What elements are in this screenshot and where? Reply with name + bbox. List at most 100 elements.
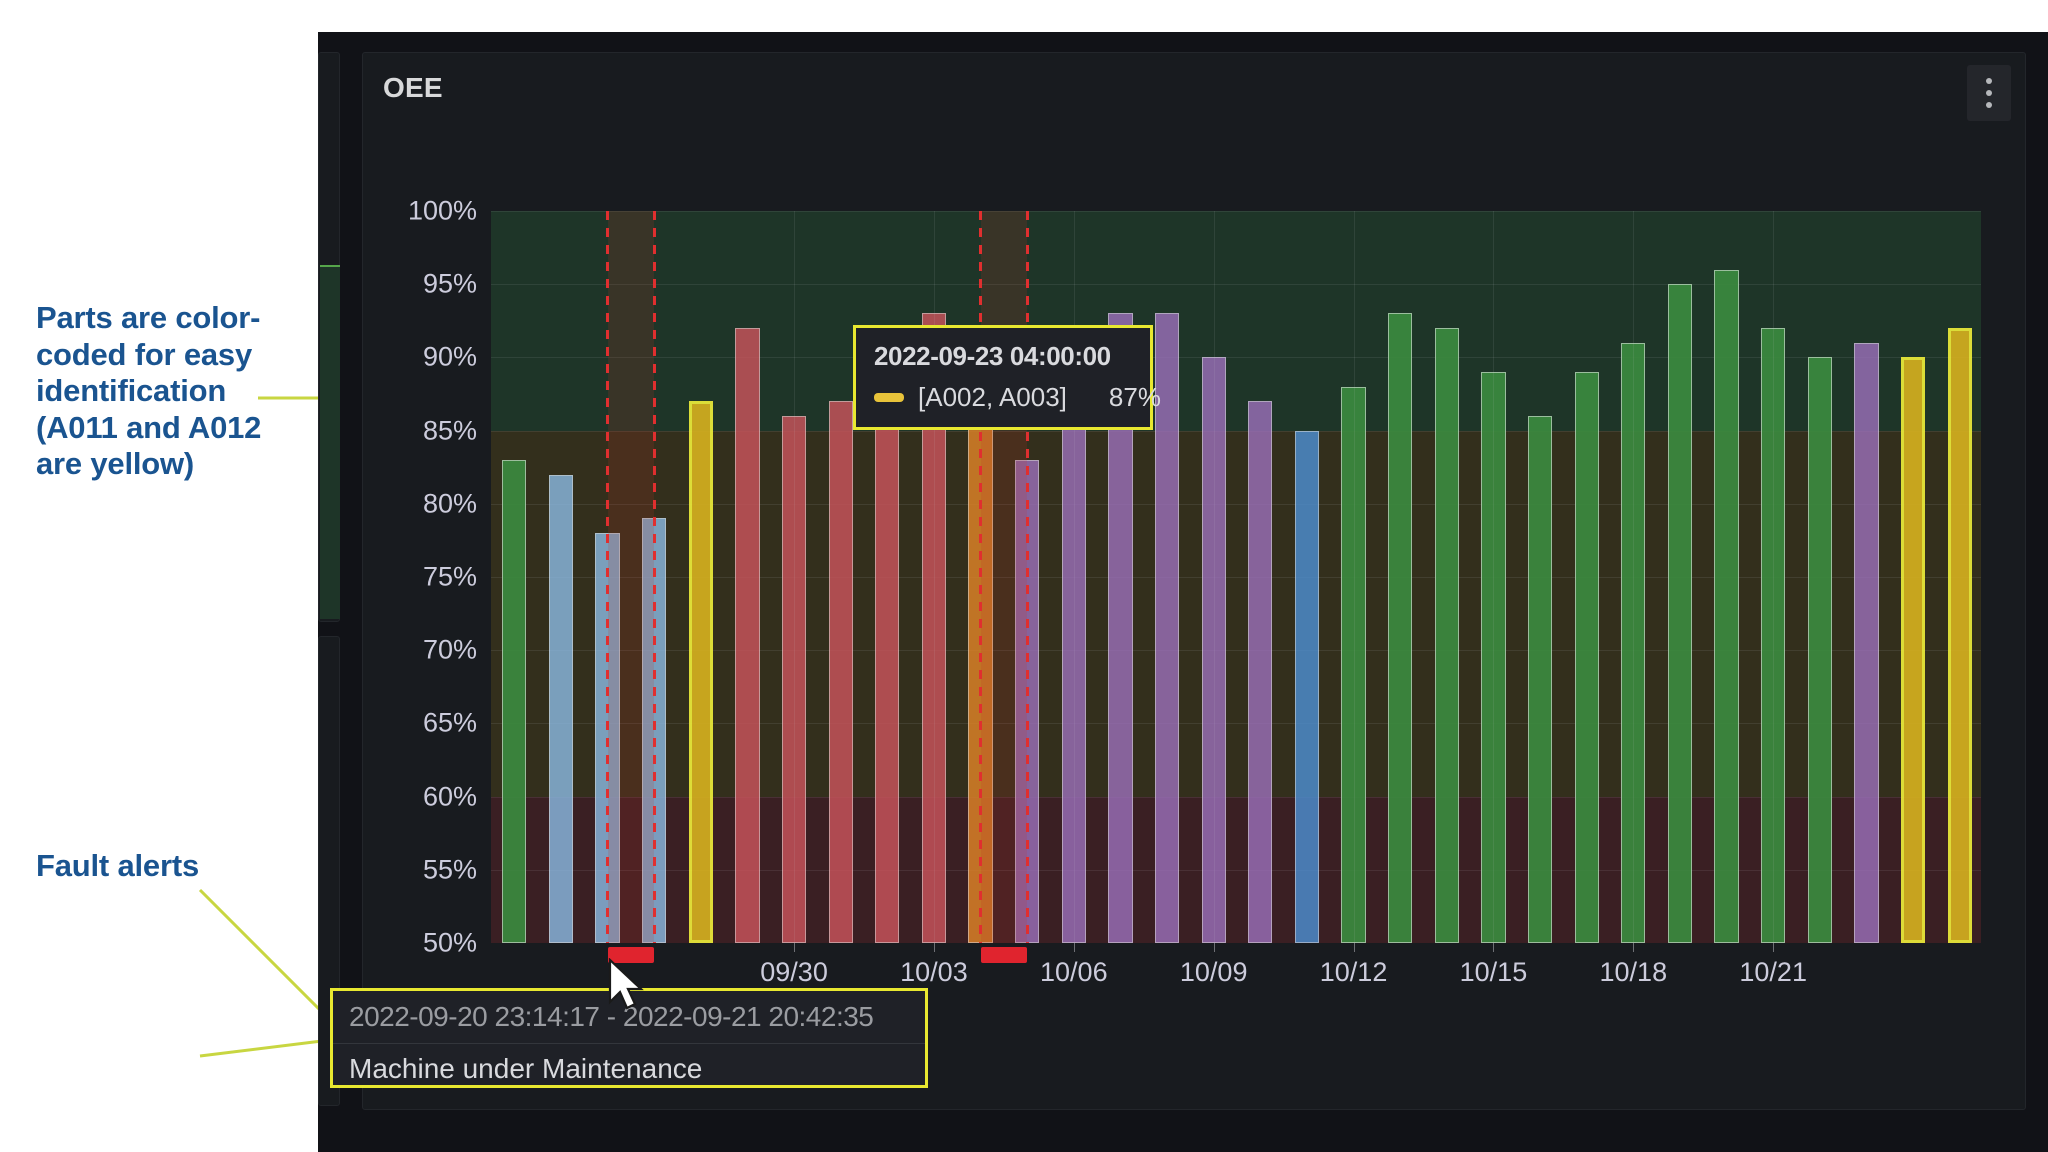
- tooltip-divider: [333, 1043, 925, 1044]
- x-axis-tick-label: 10/15: [1459, 957, 1528, 987]
- x-axis-tick-label: 10/03: [900, 957, 968, 987]
- gridline-horizontal: [491, 430, 1981, 432]
- bar[interactable]: [688, 401, 713, 943]
- tooltip-series-value: 87%: [1108, 382, 1161, 412]
- adjacent-panel-top-graph: [320, 265, 340, 619]
- annotation-marker-line: [606, 211, 610, 943]
- bar[interactable]: [1900, 357, 1926, 943]
- x-axis-tick-label: 10/21: [1739, 957, 1807, 987]
- series-color-swatch: [874, 393, 904, 402]
- x-axis-tick-mark: [1213, 943, 1215, 952]
- oee-panel: OEE 100% 95% 90% 85% 80% 75% 70% 65% 60% 55% 50% 0…: [362, 52, 2026, 1110]
- gridline-vertical: [794, 211, 796, 943]
- x-axis-tick-mark: [1773, 943, 1775, 952]
- y-axis-tick-label: 55%: [422, 854, 477, 885]
- y-axis-tick-label: 65%: [422, 707, 477, 738]
- bar[interactable]: [1621, 342, 1646, 943]
- x-axis-tick-mark: [933, 943, 935, 952]
- bar[interactable]: [1854, 342, 1879, 943]
- bar[interactable]: [781, 415, 807, 943]
- x-axis-tick-mark: [1073, 943, 1075, 952]
- bar[interactable]: [1061, 415, 1086, 943]
- y-axis-tick-label: 50%: [422, 927, 477, 958]
- bar[interactable]: [875, 328, 900, 943]
- x-axis-tick-mark: [794, 943, 796, 952]
- bar[interactable]: [1248, 401, 1273, 943]
- tooltip-series-label: [A002, A003]: [918, 382, 1067, 412]
- bar[interactable]: [1761, 328, 1786, 943]
- tooltip-timestamp: 2022-09-23 04:00:00: [874, 341, 1111, 371]
- bar[interactable]: [1388, 313, 1413, 943]
- bar[interactable]: [1341, 386, 1366, 943]
- x-axis-tick-label: 10/06: [1040, 957, 1108, 987]
- bar[interactable]: [502, 459, 527, 943]
- annotation-marker-line: [979, 211, 983, 943]
- gridline-horizontal: [491, 650, 1981, 652]
- bar[interactable]: [1434, 328, 1459, 943]
- y-axis-tick-label: 75%: [422, 561, 477, 592]
- gridline-horizontal: [491, 577, 1981, 578]
- bar[interactable]: [1807, 357, 1832, 943]
- grafana-dashboard: OEE 100% 95% 90% 85% 80% 75% 70% 65% 60% 55% 50% 0…: [318, 32, 2048, 1152]
- gridline-vertical: [1213, 211, 1215, 943]
- x-axis: 09/30 10/03 10/06 10/09 10/12 10/15 10/18 10/21: [491, 943, 1981, 1013]
- gridline-horizontal: [491, 869, 1981, 871]
- y-axis-tick-label: 85%: [422, 415, 477, 446]
- gridline-vertical: [1353, 211, 1355, 943]
- plot-canvas[interactable]: [491, 211, 1981, 943]
- kebab-menu-icon[interactable]: [1967, 65, 2011, 121]
- bar[interactable]: [1574, 372, 1599, 943]
- gridline-vertical: [1073, 211, 1075, 943]
- bar[interactable]: [1714, 269, 1739, 943]
- bar[interactable]: [735, 328, 760, 943]
- x-axis-tick-label: 10/12: [1319, 957, 1388, 987]
- bar[interactable]: [1154, 313, 1180, 943]
- adjacent-panel-top[interactable]: [318, 52, 340, 622]
- gridline-horizontal: [491, 284, 1981, 286]
- gridline-horizontal: [491, 211, 1981, 212]
- gridline-horizontal: [491, 503, 1981, 505]
- page-title: OEE: [383, 72, 443, 103]
- gridline-vertical: [933, 211, 935, 943]
- gridline-vertical: [1493, 211, 1495, 943]
- y-axis: 100% 95% 90% 85% 80% 75% 70% 65% 60% 55% 50%: [363, 115, 491, 958]
- y-axis-tick-label: 80%: [422, 488, 477, 519]
- bar[interactable]: [1481, 372, 1506, 943]
- y-axis-tick-label: 90%: [422, 341, 477, 372]
- x-axis-tick-mark: [1633, 943, 1635, 952]
- gridline-horizontal: [491, 796, 1981, 798]
- annotation-marker-line: [1025, 211, 1029, 943]
- annotation-region[interactable]: [607, 211, 655, 943]
- gridline-horizontal: [491, 357, 1981, 359]
- annotation-parts-color-coded: Parts are color-coded for easy identific…: [36, 300, 262, 482]
- annotation-marker-line: [652, 211, 656, 943]
- chart-area: 100% 95% 90% 85% 80% 75% 70% 65% 60% 55% 50% 09/30…: [363, 115, 2025, 1111]
- bar[interactable]: [1527, 415, 1553, 943]
- y-axis-tick-label: 95%: [422, 268, 477, 299]
- threshold-band-good: [491, 211, 1981, 431]
- y-axis-tick-label: 60%: [422, 781, 477, 812]
- bar[interactable]: [1294, 430, 1320, 943]
- bar[interactable]: [1201, 357, 1226, 943]
- fault-alert-marker[interactable]: [980, 947, 1028, 963]
- tooltip-series-row: [A002, A003] 87%: [874, 382, 1161, 413]
- y-axis-tick-label: 100%: [407, 195, 477, 226]
- x-axis-tick-mark: [1493, 943, 1495, 952]
- fault-alert-marker[interactable]: [607, 947, 655, 963]
- bar[interactable]: [828, 401, 853, 943]
- x-axis-tick-label: 10/18: [1599, 957, 1668, 987]
- fault-time-range: 2022-09-20 23:14:17 - 2022-09-21 20:42:3…: [349, 1001, 874, 1032]
- annotation-region[interactable]: [980, 211, 1028, 943]
- annotation-fault-alerts: Fault alerts: [36, 848, 199, 883]
- x-axis-tick-mark: [1353, 943, 1355, 952]
- gridline-vertical: [1773, 211, 1775, 943]
- bar[interactable]: [1947, 328, 1972, 943]
- x-axis-tick-label: 10/09: [1179, 957, 1248, 987]
- gridline-vertical: [1633, 211, 1635, 943]
- mouse-cursor: [608, 958, 644, 1010]
- gridline-horizontal: [491, 723, 1981, 725]
- bar[interactable]: [1667, 284, 1693, 943]
- fault-message: Machine under Maintenance: [349, 1053, 703, 1084]
- bar[interactable]: [548, 474, 574, 943]
- y-axis-tick-label: 70%: [422, 634, 477, 665]
